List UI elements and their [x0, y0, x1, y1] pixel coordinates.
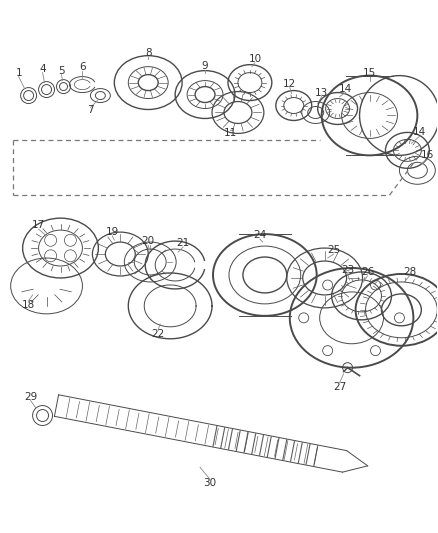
- Text: 8: 8: [145, 47, 152, 58]
- Text: 6: 6: [79, 62, 86, 71]
- Text: 27: 27: [333, 382, 346, 392]
- Text: 10: 10: [248, 54, 261, 63]
- Text: 26: 26: [361, 267, 374, 277]
- Text: 23: 23: [341, 265, 354, 275]
- Text: 21: 21: [177, 238, 190, 248]
- Text: 9: 9: [202, 61, 208, 71]
- Text: 11: 11: [223, 128, 237, 139]
- Text: 13: 13: [315, 87, 328, 98]
- Text: 4: 4: [39, 63, 46, 74]
- Text: 30: 30: [204, 478, 217, 488]
- Text: 7: 7: [87, 106, 94, 116]
- Text: 22: 22: [152, 329, 165, 339]
- Text: 16: 16: [421, 150, 434, 160]
- Text: 14: 14: [339, 84, 352, 94]
- Text: 14: 14: [413, 127, 426, 138]
- Text: 25: 25: [327, 245, 340, 255]
- Text: 17: 17: [32, 220, 45, 230]
- Text: 18: 18: [22, 300, 35, 310]
- Text: 12: 12: [283, 78, 297, 88]
- Text: 1: 1: [15, 68, 22, 78]
- Text: 29: 29: [24, 392, 37, 401]
- Text: 28: 28: [403, 267, 416, 277]
- Text: 5: 5: [58, 66, 65, 76]
- Text: 24: 24: [253, 230, 266, 240]
- Text: 19: 19: [106, 227, 119, 237]
- Text: 15: 15: [363, 68, 376, 78]
- Text: 20: 20: [141, 236, 155, 246]
